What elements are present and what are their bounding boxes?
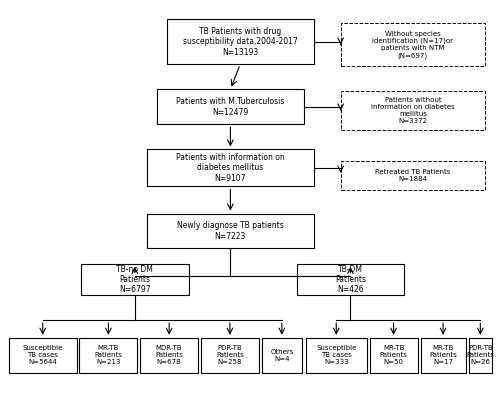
Bar [420,338,466,373]
Bar [80,338,138,373]
Text: Newly diagnose TB patients
N=7223: Newly diagnose TB patients N=7223 [177,221,284,241]
Text: TB-no DM
Patients
N=6797: TB-no DM Patients N=6797 [116,265,154,294]
Text: Susceptible
TB cases
N=333: Susceptible TB cases N=333 [316,345,356,365]
Bar [468,338,492,373]
Bar [140,338,198,373]
Bar [306,338,366,373]
Bar [201,338,259,373]
Text: MR-TB
Patients
N=50: MR-TB Patients N=50 [380,345,407,365]
Bar [147,213,314,248]
Bar [9,338,76,373]
Text: Retreated TB Patients
N=1884: Retreated TB Patients N=1884 [375,169,450,182]
Bar [340,91,485,130]
Bar [166,19,314,64]
Bar [370,338,418,373]
Text: Others
N=4: Others N=4 [270,348,293,362]
Text: MDR-TB
Patients
N=678: MDR-TB Patients N=678 [155,345,183,365]
Text: TB Patients with drug
susceptibility data,2004-2017
N=13193: TB Patients with drug susceptibility dat… [183,27,298,57]
Bar [296,264,405,295]
Bar [147,149,314,187]
Bar [157,89,304,124]
Text: MR-TB
Patients
N=17: MR-TB Patients N=17 [429,345,457,365]
Text: Patients with M.Tuberculosis
N=12479: Patients with M.Tuberculosis N=12479 [176,97,284,116]
Text: TB-DM
Patients
N=426: TB-DM Patients N=426 [335,265,366,294]
Text: Without species
identification (N=17)or
patients with NTM
(N=697): Without species identification (N=17)or … [372,31,454,59]
Text: PDR-TB
Patients
N=26: PDR-TB Patients N=26 [466,345,494,365]
Bar [340,161,485,190]
Text: Patients without
information on diabetes
mellitus
N=3372: Patients without information on diabetes… [371,97,454,124]
Bar [262,338,302,373]
Text: Susceptible
TB cases
N=5644: Susceptible TB cases N=5644 [22,345,63,365]
Bar [340,23,485,66]
Bar [81,264,189,295]
Text: PDR-TB
Patients
N=258: PDR-TB Patients N=258 [216,345,244,365]
Text: MR-TB
Patients
N=213: MR-TB Patients N=213 [94,345,122,365]
Text: Patients with information on
diabetes mellitus
N=9107: Patients with information on diabetes me… [176,153,285,183]
